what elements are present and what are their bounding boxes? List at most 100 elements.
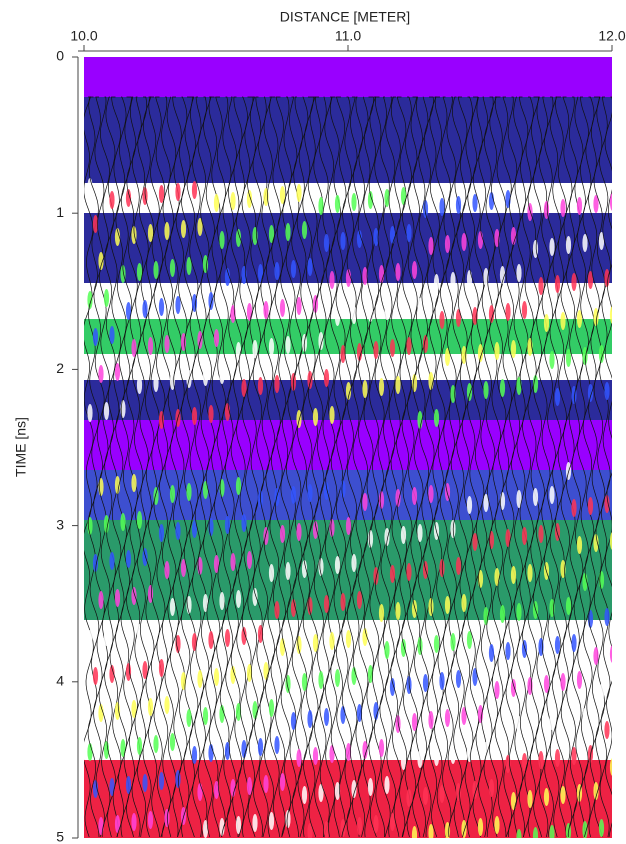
trace-lobe xyxy=(472,307,478,325)
trace xyxy=(500,96,512,838)
trace-lobe xyxy=(417,298,423,316)
trace-lobe xyxy=(466,496,473,514)
trace-lobe xyxy=(312,408,319,426)
trace-lobe xyxy=(92,554,99,572)
trace xyxy=(115,96,127,838)
trace-lobe xyxy=(224,629,231,647)
trace-lobe xyxy=(428,372,434,390)
trace-lobe xyxy=(367,778,374,796)
trace-lobe xyxy=(103,628,110,646)
trace-lobe xyxy=(477,231,484,249)
radargram-image xyxy=(84,57,612,838)
trace xyxy=(516,96,529,838)
trace-lobe xyxy=(609,306,612,324)
trace-lobe xyxy=(263,301,269,319)
trace-lobe xyxy=(340,819,346,837)
trace-lobe xyxy=(422,200,429,218)
trace-lobe xyxy=(351,667,357,685)
trace-lobe xyxy=(373,228,379,246)
trace-lobe xyxy=(329,406,335,424)
trace xyxy=(280,96,292,838)
trace-lobe xyxy=(307,484,313,502)
trace-lobe xyxy=(367,530,374,548)
trace-lobe xyxy=(576,310,583,328)
trace-lobe xyxy=(598,232,605,250)
trace-lobe xyxy=(411,713,418,731)
trace-lobe xyxy=(378,265,385,283)
trace xyxy=(285,96,298,838)
trace-lobe xyxy=(439,198,445,216)
trace-lobe xyxy=(202,481,209,499)
trace-lobe xyxy=(494,681,500,699)
trace-lobe xyxy=(103,515,110,533)
trace-lobe xyxy=(587,271,594,289)
trace-lobe xyxy=(230,666,236,684)
trace-lobe xyxy=(147,224,154,242)
trace-lobe xyxy=(422,787,429,805)
trace-lobe xyxy=(351,780,357,798)
trace-lobe xyxy=(98,817,104,835)
trace-lobe xyxy=(340,706,346,724)
trace-lobe xyxy=(367,191,374,209)
trace-lobe xyxy=(279,638,286,656)
trace xyxy=(412,96,424,838)
trace-lobe xyxy=(109,778,115,796)
trace-lobe xyxy=(114,363,121,381)
trace-lobe xyxy=(362,493,368,511)
trace-lobe xyxy=(389,339,396,357)
trace-lobe xyxy=(428,485,434,503)
trace-lobe xyxy=(593,647,599,665)
trace-lobe xyxy=(345,630,352,648)
trace-lobe xyxy=(428,824,434,838)
trace xyxy=(274,96,287,838)
trace-lobe xyxy=(582,234,588,252)
trace-lobe xyxy=(367,665,374,683)
trace-lobe xyxy=(461,707,467,725)
trace-lobe xyxy=(472,668,478,686)
trace-lobe xyxy=(131,700,137,718)
trace-lobe xyxy=(499,379,506,397)
trace-lobe xyxy=(252,701,258,719)
trace-lobe xyxy=(389,813,396,831)
trace-lobe xyxy=(224,516,231,534)
trace-lobe xyxy=(582,708,588,726)
trace-lobe xyxy=(263,662,269,680)
trace-lobe xyxy=(307,710,313,728)
trace-lobe xyxy=(142,548,148,566)
trace-lobe xyxy=(450,746,456,764)
trace xyxy=(593,96,606,838)
trace-lobe xyxy=(180,559,187,577)
trace-lobe xyxy=(510,679,517,697)
trace-lobe xyxy=(411,826,418,838)
trace-lobe xyxy=(483,381,489,399)
trace-lobe xyxy=(565,710,572,728)
trace-lobe xyxy=(417,524,423,542)
trace-lobe xyxy=(241,379,247,397)
trace-lobe xyxy=(521,301,528,319)
trace-lobe xyxy=(175,522,181,540)
trace-lobe xyxy=(285,562,291,580)
trace-lobe xyxy=(378,491,385,509)
trace xyxy=(104,96,116,838)
trace-lobe xyxy=(98,365,104,383)
trace-lobe xyxy=(153,374,159,392)
trace-lobe xyxy=(384,776,390,794)
trace-lobe xyxy=(598,345,605,363)
trace-lobe xyxy=(521,640,528,658)
band xyxy=(84,420,612,470)
trace-lobe xyxy=(593,195,599,213)
trace-lobe xyxy=(461,233,467,251)
trace-lobe xyxy=(246,551,253,569)
trace-lobe xyxy=(604,382,610,400)
trace-lobe xyxy=(92,215,99,233)
trace-lobe xyxy=(516,264,522,282)
trace-lobe xyxy=(268,699,275,717)
trace-lobe xyxy=(609,532,612,550)
trace xyxy=(527,96,540,838)
trace xyxy=(395,96,408,838)
trace xyxy=(87,96,100,838)
trace-lobe xyxy=(604,495,610,513)
trace-lobe xyxy=(257,738,264,756)
trace-lobe xyxy=(560,199,566,217)
trace-lobe xyxy=(147,337,154,355)
